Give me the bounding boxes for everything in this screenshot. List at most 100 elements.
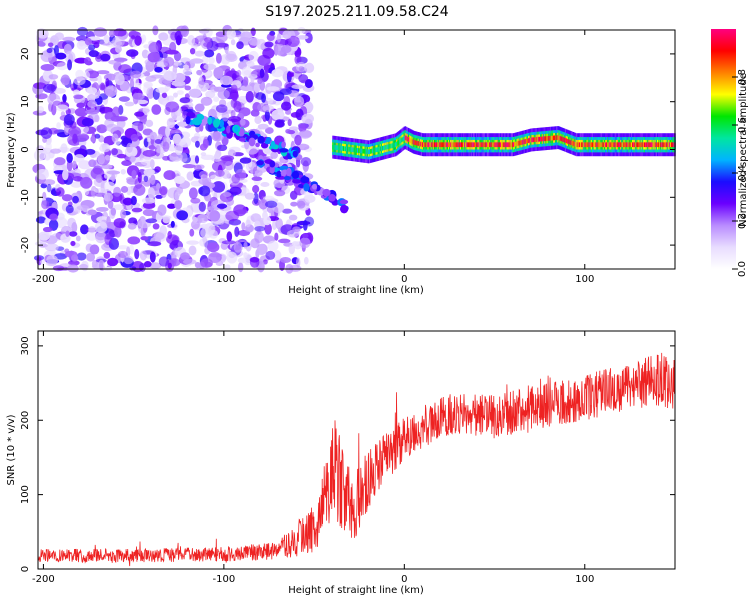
spectrogram-cell — [575, 142, 578, 148]
spectrogram-cell — [332, 144, 334, 150]
spectrogram-cell — [558, 135, 560, 141]
spectrogram-cell — [208, 56, 215, 65]
spectrogram-cell — [233, 100, 242, 113]
spectrogram-cell — [422, 142, 424, 148]
spectrogram-cell — [37, 231, 51, 241]
spectrogram-cell — [130, 70, 142, 79]
snr-axes: -200 -100 0 100 0 100 200 300 — [20, 331, 675, 585]
spectrogram-cell — [614, 142, 617, 148]
spectrogram-cell — [625, 142, 628, 148]
spectrogram-cell — [272, 250, 282, 261]
spectrogram-cell — [249, 256, 260, 268]
spectrogram-cell — [652, 142, 655, 148]
spectrogram-cell — [172, 133, 182, 144]
spectrogram-cell — [351, 147, 354, 153]
spectrogram-cell — [124, 101, 135, 107]
spectrogram-cell — [42, 226, 53, 233]
spectrogram-cell — [36, 28, 49, 39]
spectrogram-cell — [658, 142, 660, 148]
spectrogram-cell — [288, 244, 295, 255]
spectrogram-cell — [409, 137, 411, 143]
spectrogram-cell — [94, 192, 107, 197]
spectrogram-cell — [230, 109, 236, 118]
spectrogram-cell — [78, 124, 89, 134]
spectrogram-cell — [470, 142, 473, 148]
spectrogram-cell — [270, 140, 276, 150]
spectrogram-cell — [447, 142, 450, 148]
spectrogram-cell — [111, 173, 116, 182]
spectrogram-cell — [300, 176, 310, 184]
spectrogram-cell — [274, 232, 279, 241]
spectrogram-cell — [72, 160, 77, 170]
spectrogram-cell — [288, 264, 302, 272]
spectrogram-cell — [229, 89, 239, 101]
spectrogram-cell — [339, 145, 342, 151]
spectrogram-cell — [480, 142, 482, 148]
spectrogram-cell — [43, 83, 57, 94]
spectrogram-cell — [162, 51, 168, 59]
spectrogram-cell — [454, 142, 456, 148]
spectrogram-cell — [239, 157, 252, 164]
spectrogram-cell — [256, 160, 264, 166]
spectrogram-cell — [491, 142, 493, 148]
spectrogram-cell — [440, 142, 442, 148]
spectrogram-cell — [606, 142, 608, 148]
spectrogram-cell — [467, 142, 469, 148]
spectrogram-cell — [65, 230, 70, 237]
spectrogram-cell — [165, 101, 180, 113]
spectrogram-cell — [294, 134, 302, 146]
spectrogram-cell — [103, 192, 114, 202]
spectrogram-cell — [271, 109, 285, 121]
spectrogram-cell — [192, 216, 198, 223]
spectrogram-cell — [278, 238, 291, 244]
spectrogram-cell — [460, 142, 463, 148]
spectrogram-cell — [126, 142, 133, 154]
spectrogram-cell — [252, 185, 260, 194]
spectrogram-cell — [650, 142, 652, 148]
spectrogram-cell — [131, 169, 137, 179]
spectrogram-cell — [196, 216, 202, 224]
spectrogram-cell — [254, 169, 263, 177]
spectrogram-cell — [206, 206, 219, 211]
spectrogram-cell — [452, 142, 454, 148]
snr-y-tick-label: 100 — [20, 485, 31, 504]
spectrogram-cell — [488, 142, 490, 148]
spectrogram-cell — [602, 142, 605, 148]
spectrogram-cell — [288, 72, 295, 77]
spectrogram-cell — [642, 142, 645, 148]
spectrogram-cell — [200, 96, 213, 106]
spectrogram-cell — [511, 142, 514, 148]
spectrogram-cell — [43, 152, 51, 161]
spectrogram-cell — [186, 240, 200, 245]
spectrogram-cell — [444, 142, 447, 148]
spectrogram-cell — [132, 92, 139, 105]
spectrogram-cell — [290, 201, 298, 207]
spectrogram-cell — [226, 50, 237, 61]
spectrogram-cell — [234, 226, 240, 238]
spectrogram-cell — [419, 141, 422, 147]
spectrogram-cell — [465, 142, 467, 148]
spectrogram-cell — [666, 142, 669, 148]
spectrogram-cell — [475, 142, 477, 148]
spectrogram-cell — [403, 135, 406, 141]
spectrogram-cell — [89, 244, 100, 255]
spectrogram-cell — [100, 164, 113, 170]
spectrogram-cell — [459, 142, 462, 148]
spectrogram-cell — [243, 241, 248, 249]
spectrogram-cell — [76, 204, 90, 211]
spectrogram-cell — [200, 154, 215, 161]
spectrogram-y-tick-label: -10 — [20, 189, 31, 205]
spectrogram-cell — [390, 143, 393, 149]
spectrogram-cell — [127, 222, 137, 230]
spectrogram-cell — [264, 140, 271, 145]
spectrogram-cell — [118, 64, 132, 74]
spectrogram-cell — [548, 135, 551, 141]
spectrogram-cell — [417, 141, 420, 146]
spectrogram-cell — [226, 125, 231, 134]
spectrogram-cell — [443, 142, 446, 148]
spectrogram-cell — [385, 145, 387, 150]
spectrogram-cell — [88, 50, 99, 58]
spectrogram-cell — [555, 135, 557, 141]
spectrogram-cell — [112, 35, 125, 48]
spectrogram-cell — [391, 143, 394, 149]
